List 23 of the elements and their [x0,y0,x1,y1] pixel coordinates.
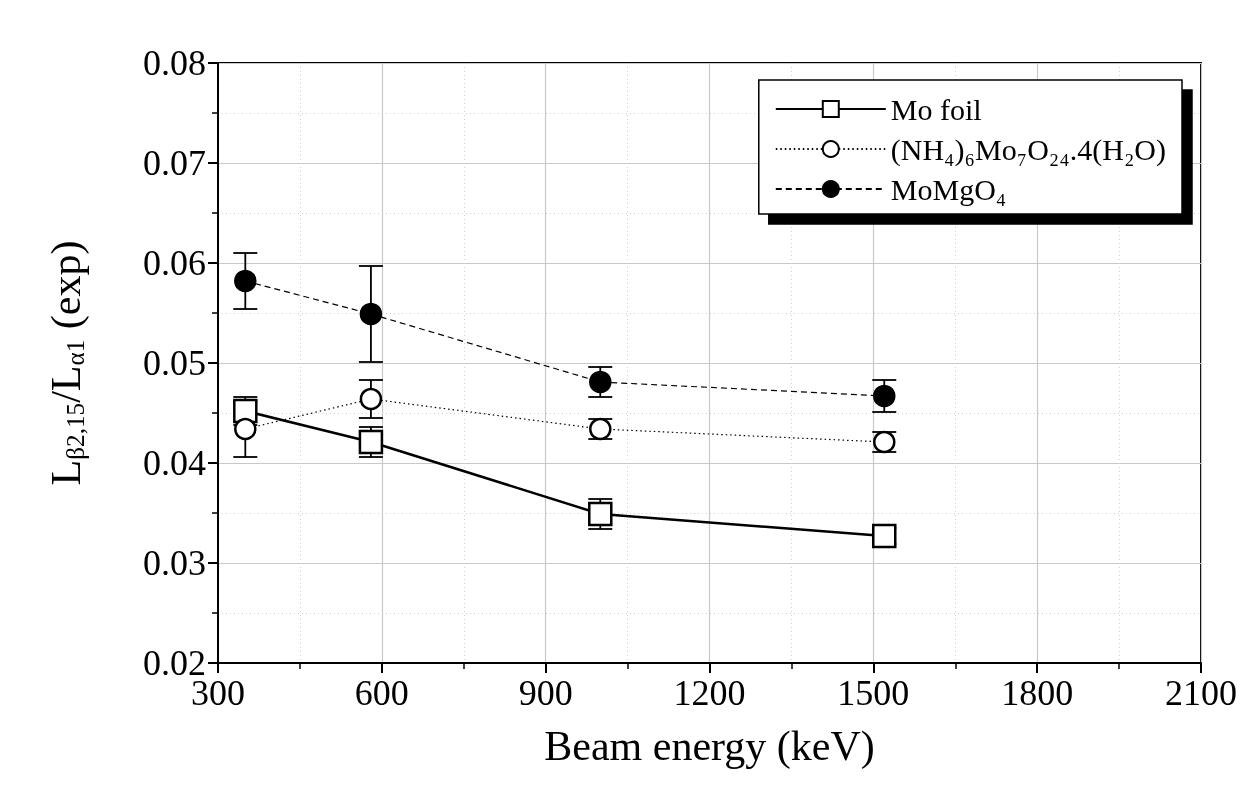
point [873,384,896,408]
legend-label: Mo foil [890,92,982,126]
point [234,417,257,441]
y-tick-label: 0.03 [143,543,206,583]
x-tick-label: 2100 [1165,673,1237,713]
x-tick-label: 900 [518,673,573,713]
x-tick-label: 1200 [673,673,746,713]
x-axis-title: Beam energy (keV) [544,723,875,770]
legend-label: MoMgO₄ [890,172,1007,206]
y-tick-label: 0.07 [143,143,206,183]
point [872,523,897,549]
point [234,269,257,293]
legend-label: (NH₄)₆Mo₇O₂₄.4(H₂O) [890,132,1166,167]
x-tick-label: 1500 [837,673,910,713]
y-tick-label: 0.04 [143,443,206,483]
y-tick-label: 0.08 [143,43,206,83]
y-tick-label: 0.06 [143,243,206,283]
y-axis-title: Lβ2,15/Lα1 (exp) [43,240,91,486]
point [359,302,383,326]
point [359,387,383,411]
x-tick-label: 600 [354,673,409,713]
y-tick-label: 0.05 [143,343,206,383]
x-tick-label: 1800 [1001,673,1074,713]
